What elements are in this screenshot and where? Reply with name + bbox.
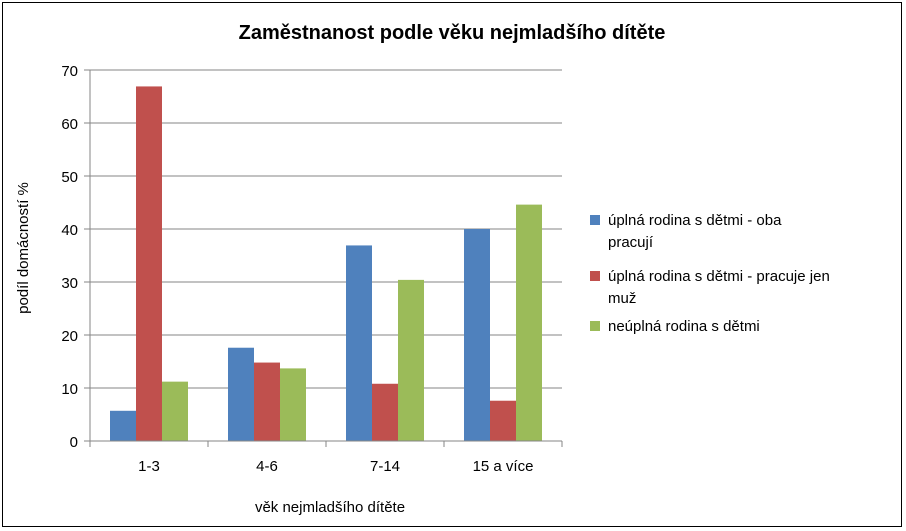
y-tick-label: 70 bbox=[61, 63, 78, 80]
bar bbox=[228, 347, 254, 441]
bar bbox=[346, 245, 372, 441]
y-tick-label: 0 bbox=[70, 434, 78, 451]
bar bbox=[110, 410, 136, 441]
legend-swatch bbox=[590, 271, 600, 281]
bars bbox=[110, 86, 542, 442]
bar bbox=[372, 383, 398, 441]
y-tick-labels: 0 10 20 30 40 50 60 70 bbox=[61, 63, 78, 451]
y-tick-label: 50 bbox=[61, 169, 78, 186]
y-tick-label: 10 bbox=[61, 381, 78, 398]
bar bbox=[516, 204, 542, 441]
legend-label: neúplná rodina s dětmi bbox=[608, 318, 760, 335]
x-axis-label: věk nejmladšího dítěte bbox=[255, 499, 405, 516]
legend-label: úplná rodina s dětmi - pracuje jen bbox=[608, 268, 830, 285]
legend-label: úplná rodina s dětmi - oba bbox=[608, 212, 782, 229]
legend-label: pracují bbox=[608, 234, 654, 251]
bar bbox=[464, 229, 490, 441]
x-tick-label: 1-3 bbox=[138, 458, 160, 475]
bar bbox=[254, 362, 280, 441]
bar bbox=[398, 279, 424, 441]
chart-title: Zaměstnanost podle věku nejmladšího dítě… bbox=[239, 22, 666, 44]
x-tick-labels: 1-3 4-6 7-14 15 a více bbox=[138, 458, 533, 475]
bar bbox=[162, 381, 188, 441]
bar bbox=[280, 368, 306, 441]
y-tick-label: 40 bbox=[61, 222, 78, 239]
legend-swatch bbox=[590, 215, 600, 225]
y-tick-label: 30 bbox=[61, 275, 78, 292]
bar bbox=[136, 86, 162, 442]
y-tick-label: 60 bbox=[61, 116, 78, 133]
y-axis-label: podíl domácností % bbox=[15, 182, 32, 314]
bar bbox=[490, 400, 516, 441]
x-tick-label: 7-14 bbox=[370, 458, 400, 475]
legend: úplná rodina s dětmi - oba pracují úplná r… bbox=[590, 212, 830, 335]
x-tick-label: 15 a více bbox=[473, 458, 534, 475]
x-tick-label: 4-6 bbox=[256, 458, 278, 475]
legend-swatch bbox=[590, 321, 600, 331]
legend-label: muž bbox=[608, 290, 636, 307]
y-tick-label: 20 bbox=[61, 328, 78, 345]
axes bbox=[89, 70, 563, 447]
